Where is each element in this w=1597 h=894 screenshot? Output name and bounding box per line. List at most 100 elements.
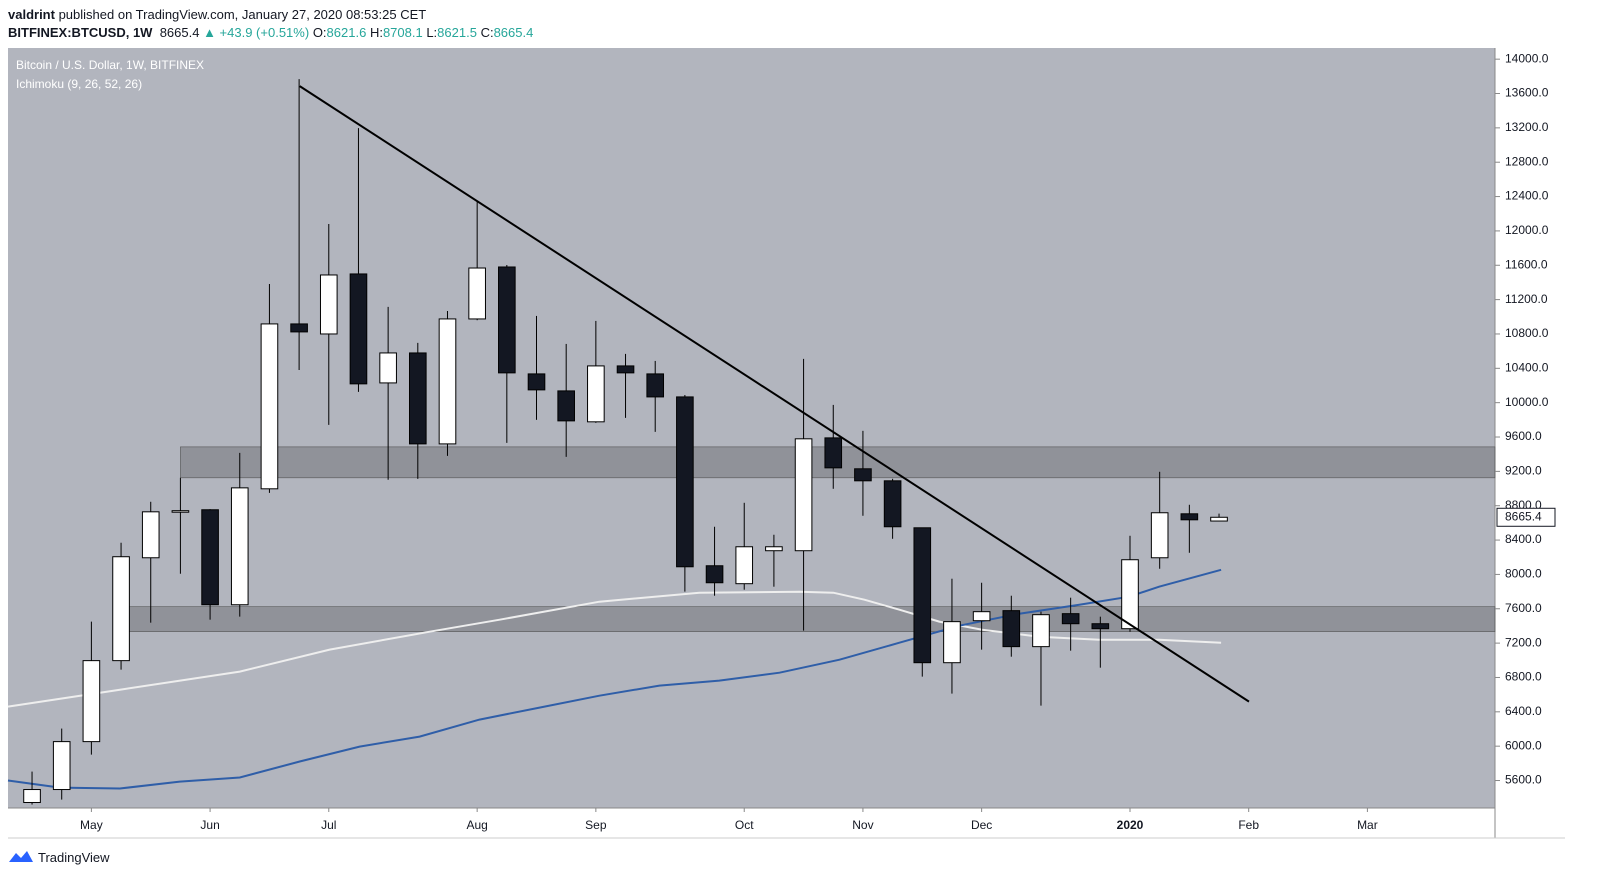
ohlc-value: 8621.5 <box>437 25 477 40</box>
candle-body <box>972 611 991 622</box>
x-tick-label: Feb <box>1238 818 1259 832</box>
candle-body <box>854 468 872 482</box>
y-tick-label: 6400.0 <box>1505 704 1542 718</box>
x-tick-label: Aug <box>466 818 487 832</box>
x-tick-label: Mar <box>1357 818 1378 832</box>
quote-line: BITFINEX:BTCUSD, 1W 8665.4 ▲ +43.9 (+0.5… <box>8 24 533 42</box>
footer: TradingView <box>8 848 110 866</box>
x-tick-label: Oct <box>735 818 754 832</box>
y-tick-label: 9600.0 <box>1505 429 1542 443</box>
price-tag-label: 8665.4 <box>1505 509 1542 523</box>
candle-body <box>349 273 368 385</box>
candle-body <box>290 323 308 333</box>
indicator-line <box>7 568 1222 790</box>
candle-body <box>260 323 279 490</box>
header: valdrint published on TradingView.com, J… <box>8 6 533 42</box>
candle-body <box>527 373 546 391</box>
candle-body <box>765 546 783 552</box>
y-tick-label: 8000.0 <box>1505 567 1542 581</box>
ohlc-value: 8665.4 <box>493 25 534 40</box>
candle-body <box>23 789 41 804</box>
ohlc-value: 8621.6 <box>326 25 367 40</box>
published-info: published on TradingView.com, January 27… <box>54 7 427 22</box>
candle-body <box>587 365 605 423</box>
chart: Bitcoin / U.S. Dollar, 1W, BITFINEX Ichi… <box>7 48 1565 839</box>
logo <box>9 851 33 862</box>
x-tick-label: 2020 <box>1117 818 1144 832</box>
ohlc-value: 8708.1 <box>382 25 423 40</box>
x-tick-label: Jun <box>200 818 219 832</box>
candle-body <box>379 352 397 384</box>
candle-body <box>82 660 101 743</box>
candle-body <box>1091 623 1110 630</box>
candle-body <box>141 511 160 559</box>
y-tick-label: 13200.0 <box>1505 120 1549 134</box>
brand: TradingView <box>38 849 110 865</box>
x-tick-label: May <box>80 818 103 832</box>
candle-body <box>1180 513 1199 521</box>
y-tick-label: 11200.0 <box>1505 292 1548 306</box>
y-tick-label: 10400.0 <box>1505 360 1549 374</box>
y-tick-label: 7200.0 <box>1505 635 1542 649</box>
price-tag <box>1496 507 1556 527</box>
y-tick-label: 10800.0 <box>1505 326 1549 340</box>
ohlc-label: H: <box>369 25 383 40</box>
candle-body <box>52 741 71 791</box>
symbol: BITFINEX:BTCUSD, 1W <box>8 25 153 40</box>
x-tick-label: Sep <box>585 818 607 832</box>
candle-body <box>171 510 190 513</box>
candle-body <box>498 266 516 374</box>
y-tick-label: 12000.0 <box>1505 223 1549 237</box>
ohlc-label: L: <box>426 25 438 40</box>
x-tick-label: Dec <box>971 818 992 832</box>
y-tick-label: 9200.0 <box>1505 464 1542 478</box>
y-tick-label: 6800.0 <box>1505 670 1542 684</box>
candle-body <box>112 556 130 662</box>
x-tick-label: Nov <box>852 818 873 832</box>
candle-body <box>1032 614 1050 648</box>
publisher: valdrint <box>8 7 55 22</box>
y-tick-label: 14000.0 <box>1505 51 1549 65</box>
candle-body <box>1210 516 1228 522</box>
candle-body <box>1121 559 1139 630</box>
last-price: 8665.4 <box>159 25 200 40</box>
publish-line: valdrint published on TradingView.com, J… <box>8 6 533 24</box>
ohlc-label: C: <box>480 25 494 40</box>
candle-body <box>1061 613 1080 625</box>
candle-body <box>557 390 575 422</box>
y-tick-label: 8400.0 <box>1505 532 1542 546</box>
candle-body <box>201 509 219 606</box>
x-tick-label: Jul <box>321 818 336 832</box>
candle-body <box>408 352 427 445</box>
y-tick-label: 5600.0 <box>1505 773 1542 787</box>
candle-body <box>438 318 457 445</box>
candle-body <box>616 365 635 374</box>
ohlc-label: O: <box>312 25 327 40</box>
candle-body <box>1002 610 1021 648</box>
plot-area <box>8 48 1495 808</box>
candle-body <box>319 274 338 335</box>
trendline <box>299 85 1250 703</box>
candle-body <box>1150 512 1169 559</box>
y-tick-label: 11600.0 <box>1505 257 1548 271</box>
y-tick-label: 7600.0 <box>1505 601 1542 615</box>
candle-body <box>913 527 932 664</box>
zone <box>120 606 1496 632</box>
candle-body <box>943 621 961 664</box>
y-tick-label: 12800.0 <box>1505 154 1549 168</box>
candle-body <box>824 437 843 469</box>
y-tick-label: 6000.0 <box>1505 738 1542 752</box>
candle-body <box>676 396 694 568</box>
y-tick-label: 12400.0 <box>1505 189 1549 203</box>
change: ▲ +43.9 (+0.51%) <box>203 25 310 40</box>
chart-title: Bitcoin / U.S. Dollar, 1W, BITFINEX <box>16 58 204 72</box>
candle-body <box>230 487 249 606</box>
candle-body <box>883 480 902 528</box>
y-tick-label: 13600.0 <box>1505 86 1549 100</box>
indicator-label: Ichimoku (9, 26, 52, 26) <box>16 77 142 91</box>
candle-body <box>794 438 813 552</box>
candle-body <box>735 546 754 585</box>
candle-body <box>468 267 486 320</box>
candle-body <box>646 373 665 398</box>
